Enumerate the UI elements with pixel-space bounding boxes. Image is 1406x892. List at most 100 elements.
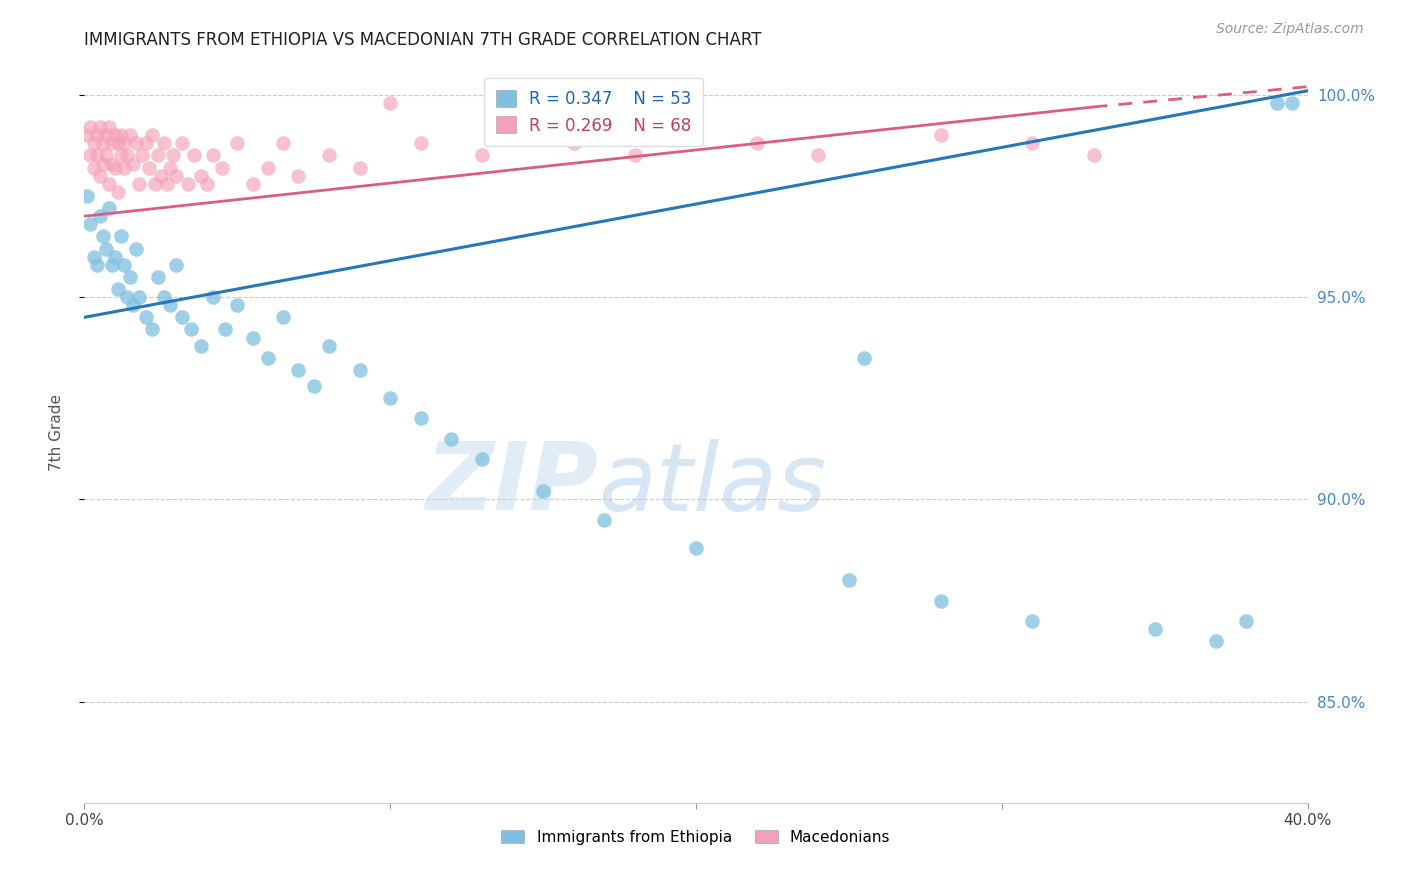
Point: [104, 250, 127, 264]
Point: [593, 513, 616, 527]
Text: IMMIGRANTS FROM ETHIOPIA VS MACEDONIAN 7TH GRADE CORRELATION CHART: IMMIGRANTS FROM ETHIOPIA VS MACEDONIAN 7…: [84, 31, 762, 49]
Point: [110, 229, 132, 244]
Point: [271, 310, 294, 325]
Point: [271, 136, 294, 151]
Point: [929, 593, 952, 607]
Point: [101, 258, 124, 272]
Point: [110, 128, 132, 143]
Point: [153, 136, 176, 151]
Point: [165, 258, 187, 272]
Point: [214, 322, 236, 336]
Point: [141, 322, 163, 336]
Point: [112, 258, 135, 272]
Point: [531, 484, 554, 499]
Point: [120, 269, 142, 284]
Point: [94, 242, 117, 256]
Point: [190, 338, 212, 352]
Point: [349, 363, 371, 377]
Point: [122, 156, 145, 170]
Point: [409, 136, 432, 151]
Point: [83, 250, 105, 264]
Point: [471, 451, 494, 466]
Point: [91, 229, 114, 244]
Point: [562, 136, 585, 151]
Point: [146, 269, 169, 284]
Point: [135, 310, 157, 325]
Point: [86, 128, 108, 143]
Point: [128, 177, 150, 191]
Point: [97, 201, 120, 215]
Point: [104, 128, 127, 143]
Point: [201, 148, 224, 162]
Point: [287, 169, 309, 183]
Point: [101, 156, 124, 170]
Point: [76, 189, 98, 203]
Point: [79, 148, 101, 162]
Point: [183, 148, 205, 162]
Point: [172, 310, 194, 325]
Point: [97, 177, 120, 191]
Point: [91, 136, 114, 151]
Point: [380, 391, 402, 405]
Point: [94, 148, 117, 162]
Point: [1265, 95, 1288, 110]
Point: [929, 128, 952, 143]
Point: [1021, 614, 1043, 628]
Point: [190, 169, 212, 183]
Point: [101, 136, 124, 151]
Point: [86, 148, 108, 162]
Point: [89, 169, 111, 183]
Point: [91, 156, 114, 170]
Point: [115, 290, 138, 304]
Point: [201, 290, 224, 304]
Point: [156, 177, 179, 191]
Point: [135, 136, 157, 151]
Point: [76, 128, 98, 143]
Point: [107, 136, 129, 151]
Point: [159, 161, 181, 175]
Point: [318, 338, 340, 352]
Point: [685, 120, 707, 135]
Point: [125, 136, 148, 151]
Point: [747, 136, 769, 151]
Point: [211, 161, 233, 175]
Point: [86, 258, 108, 272]
Point: [131, 148, 153, 162]
Point: [122, 298, 145, 312]
Text: Source: ZipAtlas.com: Source: ZipAtlas.com: [1216, 22, 1364, 37]
Point: [83, 161, 105, 175]
Text: atlas: atlas: [598, 439, 827, 530]
Point: [89, 209, 111, 223]
Point: [242, 177, 264, 191]
Y-axis label: 7th Grade: 7th Grade: [49, 394, 63, 471]
Point: [107, 185, 129, 199]
Point: [409, 411, 432, 425]
Point: [97, 120, 120, 135]
Point: [107, 282, 129, 296]
Point: [128, 290, 150, 304]
Point: [685, 541, 707, 555]
Point: [104, 161, 127, 175]
Point: [79, 217, 101, 231]
Point: [1143, 622, 1166, 636]
Point: [349, 161, 371, 175]
Point: [1281, 95, 1303, 110]
Point: [149, 169, 172, 183]
Point: [1205, 634, 1227, 648]
Point: [838, 574, 860, 588]
Point: [180, 322, 202, 336]
Point: [226, 298, 249, 312]
Point: [120, 128, 142, 143]
Point: [146, 148, 169, 162]
Point: [1236, 614, 1258, 628]
Point: [257, 351, 280, 365]
Legend: Immigrants from Ethiopia, Macedonians: Immigrants from Ethiopia, Macedonians: [495, 823, 897, 851]
Point: [110, 148, 132, 162]
Point: [242, 330, 264, 344]
Point: [257, 161, 280, 175]
Point: [1083, 148, 1105, 162]
Point: [471, 148, 494, 162]
Point: [177, 177, 200, 191]
Point: [141, 128, 163, 143]
Point: [165, 169, 187, 183]
